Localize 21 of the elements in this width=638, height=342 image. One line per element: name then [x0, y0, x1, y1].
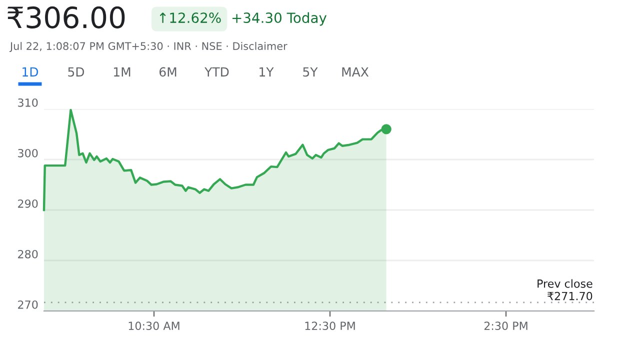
text: 6M — [160, 67, 176, 77]
text: 1D — [22, 67, 38, 76]
x-tick-label: 10:30 AM — [128, 322, 180, 330]
text: +34.30 Today — [232, 12, 327, 26]
text: Jul 22, 1:08:07 PM GMT+5:30 · INR · NSE · Disclaimer — [9, 42, 288, 52]
y-tick-label: 300 — [18, 148, 38, 158]
y-tick-label: 310 — [18, 98, 38, 107]
text: 1M — [114, 67, 130, 76]
x-tick-label: 12:30 PM — [305, 322, 355, 330]
y-tick-label: 280 — [18, 250, 38, 258]
text: 5Y — [303, 67, 318, 77]
text: ↑12.62% — [160, 12, 221, 24]
y-tick-label: 290 — [18, 199, 38, 208]
text: 1Y — [260, 67, 274, 76]
chart-title: ₹306.00 — [8, 6, 125, 28]
text: MAX — [342, 67, 369, 76]
text: YTD — [204, 67, 229, 76]
y-tick-label: 270 — [18, 300, 38, 309]
x-tick-label: 2:30 PM — [484, 322, 528, 330]
ref-line-label: Prev close ₹271.70 — [538, 279, 592, 300]
text: 5D — [68, 67, 84, 77]
